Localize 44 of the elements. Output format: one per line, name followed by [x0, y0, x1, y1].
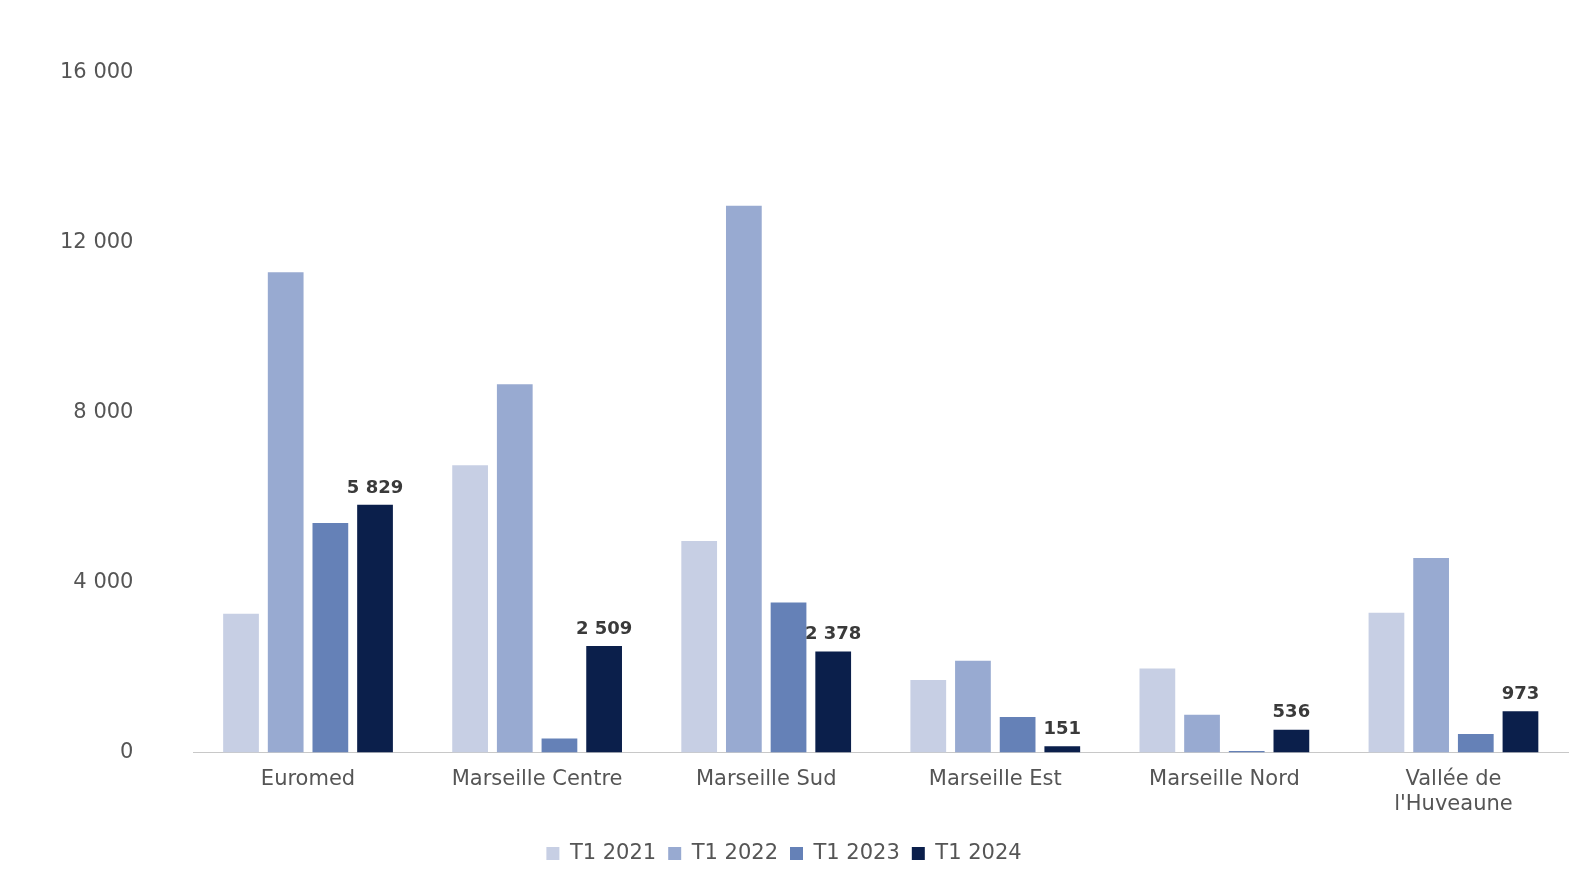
bar: [1139, 668, 1176, 753]
bar: [770, 602, 807, 753]
bar: [1184, 714, 1220, 753]
bar: [586, 645, 622, 753]
bar: [312, 523, 349, 753]
data-label: 536: [1272, 700, 1311, 722]
bar: [815, 651, 852, 753]
bar: [452, 465, 488, 753]
legend-label: T1 2021: [568, 839, 657, 864]
bar: [681, 540, 718, 753]
legend-label: T1 2023: [812, 839, 900, 864]
y-tick-label: 0: [120, 739, 134, 764]
bar: [1413, 557, 1449, 753]
x-tick-label: Vallée de l'Huveaune: [1394, 765, 1513, 815]
bar: [725, 205, 762, 753]
x-tick-label: Marseille Nord: [1149, 765, 1300, 790]
y-tick-label: 12 000: [60, 229, 134, 254]
data-label: 151: [1043, 716, 1082, 738]
x-tick-label: Marseille Sud: [695, 765, 837, 790]
bar: [541, 738, 578, 753]
bar: [999, 716, 1036, 753]
bar: [357, 504, 393, 753]
bar: [1502, 711, 1539, 753]
bar: [496, 384, 533, 753]
data-label: 973: [1501, 681, 1540, 703]
x-tick-label: Marseille Est: [928, 765, 1062, 790]
bar: [1368, 612, 1405, 753]
bar: [223, 613, 259, 753]
x-tick-label: Euromed: [260, 765, 356, 790]
y-tick-label: 16 000: [60, 59, 134, 84]
x-tick-label: Marseille Centre: [451, 765, 623, 790]
legend-label: T1 2024: [934, 839, 1022, 864]
data-label: 2 509: [575, 616, 633, 638]
bar: [955, 660, 991, 753]
bar: [1457, 733, 1494, 753]
bar: [1044, 746, 1081, 753]
data-label: 2 378: [805, 622, 862, 644]
legend-label: T1 2022: [690, 839, 779, 864]
bar: [910, 679, 947, 753]
y-tick-label: 8 000: [73, 399, 134, 424]
y-tick-label: 4 000: [73, 569, 134, 594]
bar: [267, 272, 304, 753]
bar: [1273, 729, 1310, 753]
data-label: 5 829: [346, 475, 404, 497]
